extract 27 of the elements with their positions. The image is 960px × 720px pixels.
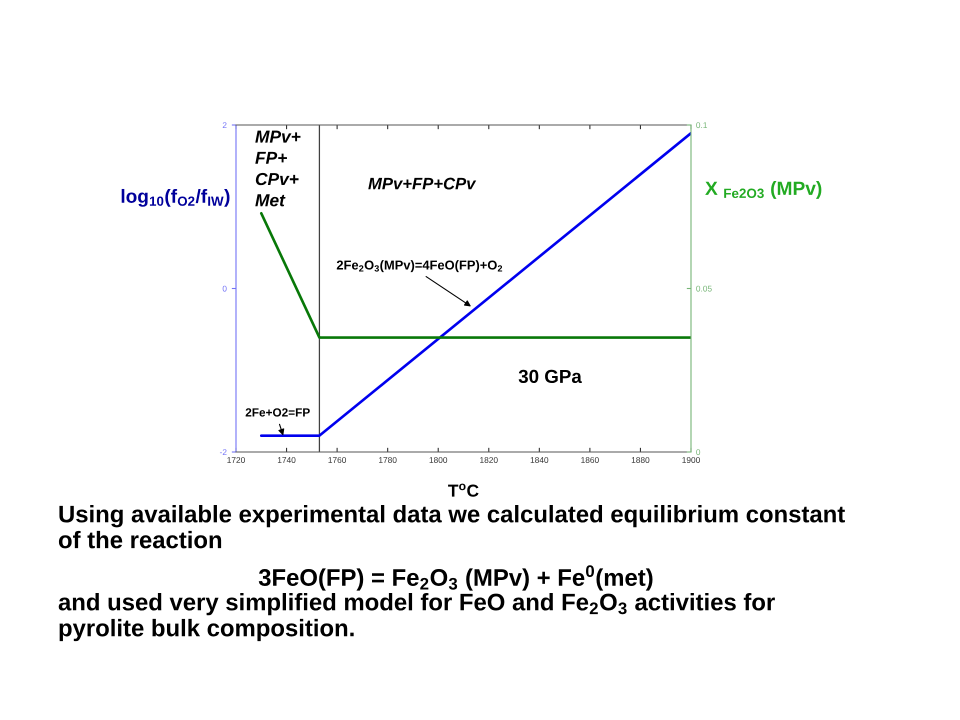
- annotation: MPv+FP+CPv: [368, 178, 476, 190]
- x-tick-label: 1760: [328, 457, 346, 463]
- annotation: 2Fe$_{2}$O$_{3}$(MPv)=4FeO(FP)+O$_{2}$: [336, 260, 502, 272]
- x-tick-label: 1780: [379, 457, 397, 463]
- x-tick-label: 1860: [581, 457, 599, 463]
- text: and used very simplified model for FeO and Fe$_{2}$O$_{3}$ activities for pyrolite bulk composition.: [58, 593, 775, 642]
- y-tick-label: -2: [220, 449, 227, 456]
- annotation: MPv+ FP+ CPv+ Met: [255, 130, 300, 206]
- text: Using available experimental data we calculated equilibrium constant of the reaction: [58, 505, 845, 548]
- x-tick-label: 1740: [278, 457, 296, 463]
- x-tick-label: 1720: [227, 457, 245, 463]
- text: 3FeO(FP) = Fe$_{2}$O$_{3}$ (MPv) + Fe$^{0}$(met): [258, 565, 652, 591]
- x-axis-title: T$^{o}$C: [448, 484, 479, 497]
- x-tick-label: 1800: [430, 457, 448, 463]
- y-tick-label: 0: [222, 286, 227, 292]
- y-axis-title: log$_{10}$(f$_{O2}$/f$_{IW}$): [122, 188, 230, 207]
- y-tick-label: 2: [222, 122, 227, 128]
- x-tick-label: 1880: [632, 457, 650, 463]
- x-tick-label: 1840: [530, 457, 548, 463]
- x-tick-label: 1900: [682, 457, 700, 463]
- annotation: 2Fe+O2=FP: [246, 408, 310, 417]
- x-tick-label: 1820: [480, 457, 498, 463]
- y2-tick-label: 0: [696, 449, 700, 456]
- y2-tick-label: 0.1: [696, 122, 708, 128]
- annotation: 30 GPa: [518, 370, 582, 384]
- y2-tick-label: 0.05: [696, 286, 712, 292]
- y2-axis-title: X $_{Fe2O3}$ (MPv): [705, 180, 822, 199]
